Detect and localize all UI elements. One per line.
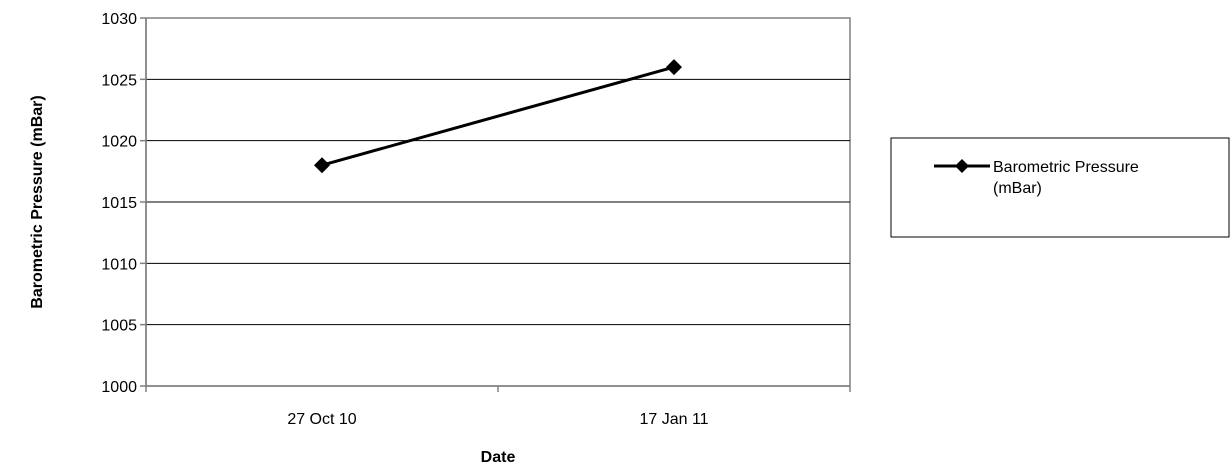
x-axis: 27 Oct 10 17 Jan 11 bbox=[145, 385, 851, 428]
y-tick-label: 1025 bbox=[101, 72, 137, 89]
y-tick-label: 1030 bbox=[101, 11, 137, 28]
legend: Barometric Pressure (mBar) bbox=[890, 137, 1230, 238]
gridlines bbox=[146, 78, 850, 326]
x-axis-title: Date bbox=[481, 449, 516, 466]
y-tick-label: 1010 bbox=[101, 256, 137, 273]
legend-box bbox=[890, 137, 1230, 238]
y-tick-label: 1005 bbox=[101, 318, 137, 335]
x-tick-label: 17 Jan 11 bbox=[639, 411, 708, 428]
legend-diamond-marker bbox=[955, 159, 969, 173]
data-point-marker bbox=[314, 157, 330, 174]
series-layer bbox=[314, 59, 682, 174]
y-tick-label: 1015 bbox=[101, 195, 137, 212]
series-line bbox=[321, 65, 675, 167]
y-tick-label: 1000 bbox=[101, 379, 137, 396]
x-tick-label: 27 Oct 10 bbox=[287, 411, 356, 428]
data-point-marker bbox=[666, 59, 682, 76]
y-axis: 1000 1005 1010 1015 1020 1025 1030 bbox=[101, 11, 147, 396]
y-tick-label: 1020 bbox=[101, 134, 137, 151]
y-axis-title: Barometric Pressure (mBar) bbox=[29, 95, 46, 308]
legend-label: Barometric Pressure (mBar) bbox=[993, 159, 1139, 197]
